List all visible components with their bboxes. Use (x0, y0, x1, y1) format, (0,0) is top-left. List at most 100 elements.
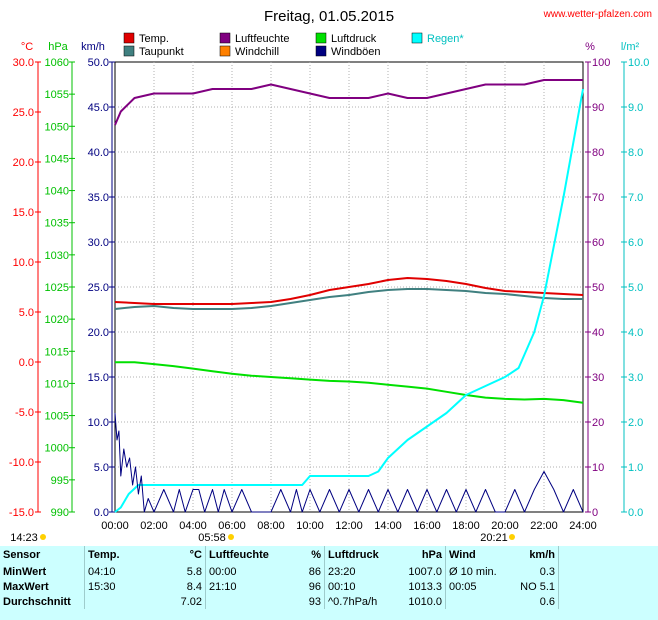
x-tick-label: 24:00 (569, 520, 597, 532)
temp-tick-label: 5.0 (19, 307, 34, 319)
pressure-tick-label: 1060 (45, 57, 69, 69)
pressure-time: 23:20 (328, 565, 356, 578)
humidity-tick-label: 60 (592, 237, 604, 249)
x-tick-label: 20:00 (491, 520, 519, 532)
humidity-tick-label: 100 (592, 57, 610, 69)
legend-swatch (315, 45, 327, 57)
wind-tick-label: 50.0 (88, 57, 109, 69)
temp-tick-label: 10.0 (13, 257, 34, 269)
pressure-tick-label: 995 (51, 475, 69, 487)
legend-swatch (315, 32, 327, 44)
hdr-humidity: Luftfeuchte (209, 549, 269, 561)
wind-tick-label: 30.0 (88, 237, 109, 249)
wind-label: 00:05 (449, 580, 477, 593)
rain-tick-label: 5.0 (628, 282, 643, 294)
temp-value: 7.02 (151, 594, 206, 609)
wind-label (446, 594, 505, 609)
dewpoint-line (114, 288, 583, 310)
x-tick-label: 22:00 (530, 520, 558, 532)
pressure-tick-label: 1045 (45, 153, 69, 165)
unit-rain: l/m² (621, 41, 640, 53)
rain-tick-label: 8.0 (628, 147, 643, 159)
temp-tick-label: 30.0 (13, 57, 34, 69)
legend-label: Taupunkt (139, 46, 184, 58)
pressure-tick-label: 1005 (45, 411, 69, 423)
rain-tick-label: 1.0 (628, 462, 643, 474)
temp-time: 04:10 (88, 565, 116, 578)
rain-tick-label: 0.0 (628, 507, 643, 519)
x-tick-label: 06:00 (218, 520, 246, 532)
row-label: Durchschnitt (0, 594, 85, 609)
wind-tick-label: 0.0 (94, 507, 109, 519)
pressure-tick-label: 1000 (45, 443, 69, 455)
temp-value: 5.8 (151, 564, 206, 579)
temp-value: 8.4 (151, 579, 206, 594)
legend-label: Luftfeuchte (235, 33, 289, 45)
wind-tick-label: 40.0 (88, 147, 109, 159)
wind-value: 0.6 (504, 594, 559, 609)
humidity-tick-label: 50 (592, 282, 604, 294)
humidity-time (206, 594, 293, 609)
rain-tick-label: 10.0 (628, 57, 649, 69)
legend-label: Windböen (331, 46, 381, 58)
legend-swatch (411, 32, 423, 44)
legend-label: Regen* (427, 33, 464, 45)
rain-tick-label: 3.0 (628, 372, 643, 384)
unit-pct: % (585, 41, 595, 53)
humidity-value: 86 (292, 564, 325, 579)
wind-value: 0.3 (504, 564, 559, 579)
pressure-value: 1010.0 (401, 594, 446, 609)
hdr-pressure: Luftdruck (328, 549, 379, 561)
hdr-temp-unit: °C (151, 546, 206, 564)
temp-tick-label: -10.0 (9, 457, 34, 469)
humidity-tick-label: 40 (592, 327, 604, 339)
legend-swatch (219, 32, 231, 44)
sunrise-time: 05:58 (198, 532, 226, 544)
sunrise-icon (228, 534, 234, 540)
legend-label: Luftdruck (331, 33, 377, 45)
legend-label: Windchill (235, 46, 279, 58)
pressure-tick-label: 1020 (45, 314, 69, 326)
wind-tick-label: 35.0 (88, 192, 109, 204)
sunset-time: 20:21 (480, 532, 508, 544)
chart-grid (114, 61, 584, 513)
temp-time (85, 594, 152, 609)
rain-tick-label: 2.0 (628, 417, 643, 429)
pressure-time: ^0.7hPa/h (328, 595, 378, 608)
stats-header-row: Sensor Temp. °C Luftfeuchte % Luftdruck … (0, 546, 559, 564)
hdr-wind: Wind (449, 549, 476, 561)
stats-row-max: MaxWert 15:30 8.4 21:10 96 00:10 1013.3 … (0, 579, 559, 594)
hdr-temp: Temp. (88, 549, 120, 561)
x-tick-label: 08:00 (257, 520, 285, 532)
legend-swatch (219, 45, 231, 57)
legend-swatch (123, 45, 135, 57)
pressure-time: 00:10 (328, 580, 356, 593)
humidity-tick-label: 90 (592, 102, 604, 114)
pressure-tick-label: 990 (51, 507, 69, 519)
pressure-tick-label: 1025 (45, 282, 69, 294)
wind-tick-label: 20.0 (88, 327, 109, 339)
pressure-tick-label: 1015 (45, 346, 69, 358)
legend-swatch (123, 32, 135, 44)
wind-tick-label: 15.0 (88, 372, 109, 384)
x-tick-label: 10:00 (296, 520, 324, 532)
humidity-tick-label: 80 (592, 147, 604, 159)
wind-tick-label: 10.0 (88, 417, 109, 429)
sunset-icon (509, 534, 515, 540)
x-tick-label: 12:00 (335, 520, 363, 532)
humidity-time: 00:00 (209, 565, 237, 578)
temp-tick-label: 0.0 (19, 357, 34, 369)
row-label: MaxWert (0, 579, 85, 594)
sun-left-time: 14:23 (10, 532, 38, 544)
pressure-tick-label: 1010 (45, 378, 69, 390)
pressure-tick-label: 1050 (45, 121, 69, 133)
humidity-tick-label: 20 (592, 417, 604, 429)
wind-label: Ø 10 min. (449, 565, 497, 578)
pressure-value: 1007.0 (401, 564, 446, 579)
chart-legend: Temp. Luftfeuchte Luftdruck Regen* Taupunkt W… (123, 32, 464, 58)
temp-tick-label: -5.0 (15, 407, 34, 419)
sun-markers: 05:58 20:21 14:23 (10, 532, 515, 544)
wind-tick-label: 25.0 (88, 282, 109, 294)
humidity-tick-label: 10 (592, 462, 604, 474)
pressure-tick-label: 1035 (45, 218, 69, 230)
